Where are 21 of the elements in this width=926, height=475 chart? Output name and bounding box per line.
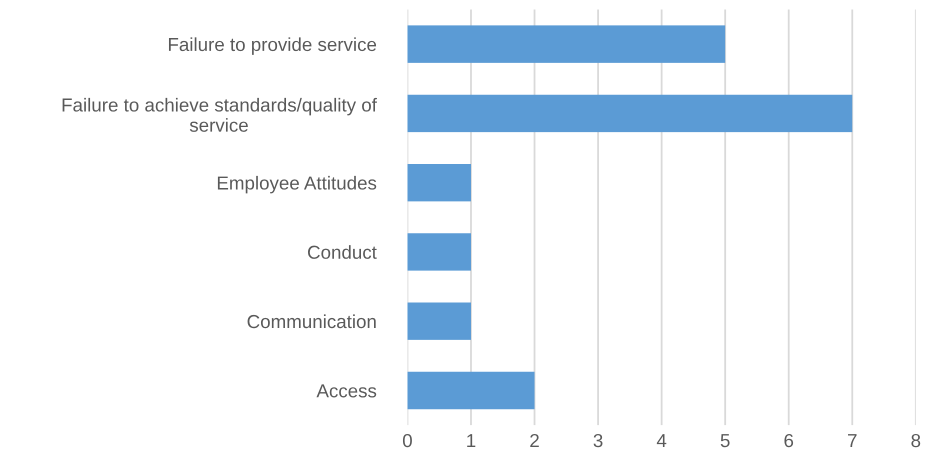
x-tick-label: 7	[848, 434, 857, 448]
bar	[407, 25, 726, 63]
x-tick-label: 0	[402, 434, 412, 448]
x-tick-label: 6	[784, 434, 794, 448]
y-tick-label: Communication	[248, 314, 376, 328]
bar	[407, 372, 535, 410]
y-tick-label: Failure to provide service	[168, 37, 376, 55]
y-tick-label: Conduct	[308, 245, 377, 259]
y-tick-label: Employee Attitudes	[218, 176, 376, 194]
x-tick-label: 3	[594, 434, 602, 448]
x-tick-label: 2	[530, 434, 539, 448]
x-tick-label: 5	[720, 434, 730, 448]
bar	[407, 94, 852, 132]
x-tick-label: 1	[467, 434, 476, 448]
bar	[407, 164, 471, 202]
bar	[407, 302, 471, 340]
bar	[407, 233, 471, 271]
y-tick-label: Access	[316, 384, 376, 398]
x-tick-label: 4	[656, 434, 666, 448]
y-tick-label: Failure to achieve standards/quality of service	[62, 98, 377, 132]
x-tick-label: 8	[911, 434, 920, 448]
